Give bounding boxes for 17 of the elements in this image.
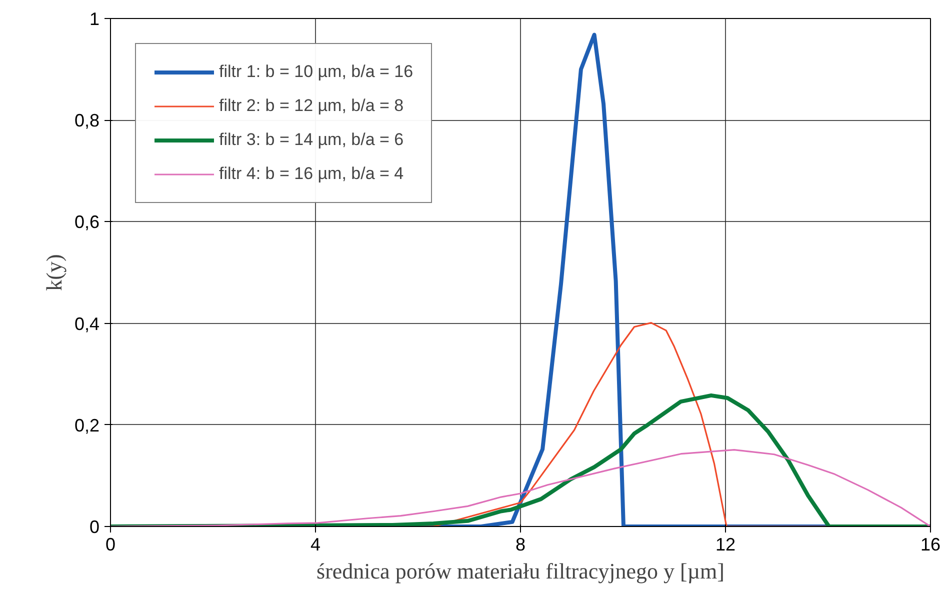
y-axis-title: k(y) bbox=[41, 254, 66, 291]
x-tick-label: 16 bbox=[920, 534, 941, 554]
x-tick-label: 8 bbox=[515, 534, 526, 554]
legend-label: filtr 4: b = 16 µm, b/a = 4 bbox=[219, 164, 404, 184]
y-tick-label: 1 bbox=[89, 9, 100, 29]
legend-label: filtr 1: b = 10 µm, b/a = 16 bbox=[219, 62, 414, 82]
legend-label: filtr 3: b = 14 µm, b/a = 6 bbox=[219, 130, 404, 150]
y-tick-label: 0,6 bbox=[74, 212, 100, 232]
y-tick-label: 0,2 bbox=[74, 415, 100, 436]
x-tick-label: 12 bbox=[715, 534, 736, 554]
y-tick-label: 0 bbox=[89, 517, 100, 537]
x-axis-title: średnica porów materiału filtracyjnego y [µm] bbox=[316, 558, 724, 584]
y-tick-label: 0,4 bbox=[74, 314, 100, 334]
y-tick-label: 0,8 bbox=[74, 110, 100, 131]
legend-label: filtr 2: b = 12 µm, b/a = 8 bbox=[219, 96, 404, 116]
x-tick-label: 4 bbox=[310, 534, 321, 554]
x-tick-label: 0 bbox=[105, 534, 116, 554]
